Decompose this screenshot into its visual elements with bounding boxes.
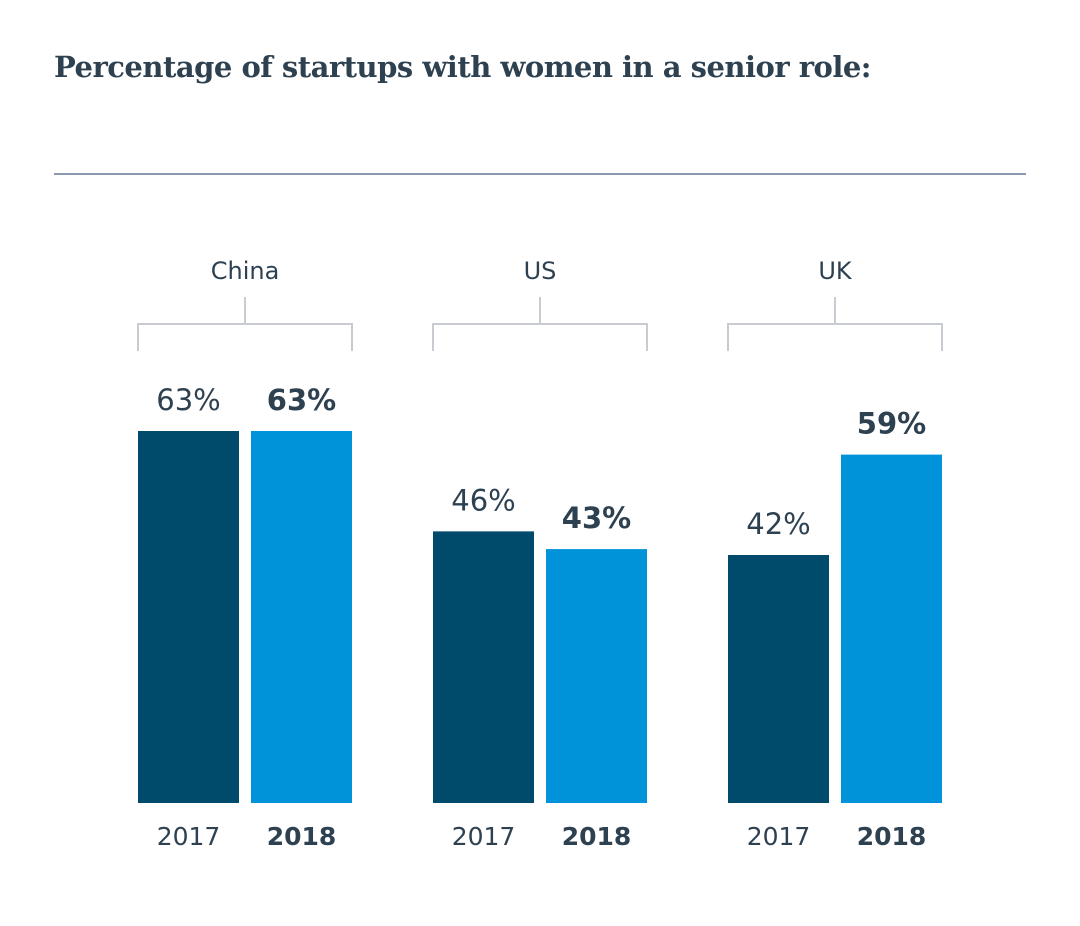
year-label-us-2017: 2017 (452, 822, 516, 851)
value-label-us-2018: 43% (562, 501, 631, 535)
bar-us-2018 (546, 549, 647, 803)
category-bracket-china (137, 297, 353, 351)
category-bracket-us (432, 297, 648, 351)
bar-china-2018 (251, 431, 352, 803)
year-label-us-2018: 2018 (562, 822, 632, 851)
bar-uk-2017 (728, 555, 829, 803)
bar-us-2017 (433, 531, 534, 803)
category-label-china: China (211, 257, 280, 285)
value-label-uk-2018: 59% (857, 407, 926, 441)
year-label-china-2017: 2017 (157, 822, 221, 851)
bar-uk-2018 (841, 454, 942, 803)
title-divider (54, 173, 1026, 175)
chart-title: Percentage of startups with women in a s… (54, 50, 872, 84)
year-label-uk-2017: 2017 (747, 822, 811, 851)
value-label-uk-2017: 42% (746, 507, 810, 541)
category-bracket-uk (727, 297, 943, 351)
year-label-china-2018: 2018 (267, 822, 337, 851)
value-label-china-2017: 63% (156, 383, 220, 417)
value-label-china-2018: 63% (267, 383, 336, 417)
category-label-uk: UK (818, 257, 853, 285)
year-label-uk-2018: 2018 (857, 822, 927, 851)
bar-china-2017 (138, 431, 239, 803)
value-label-us-2017: 46% (451, 483, 515, 517)
category-label-us: US (524, 257, 557, 285)
